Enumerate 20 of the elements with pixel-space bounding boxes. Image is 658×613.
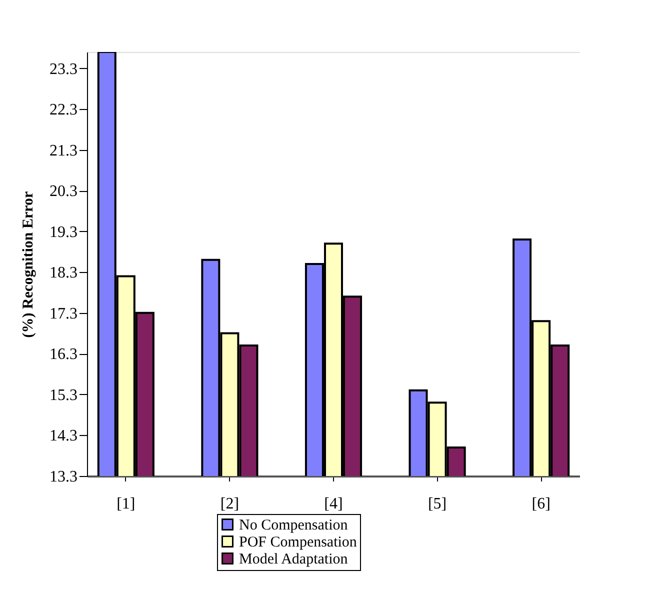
y-tick-label: 22.3 xyxy=(50,102,78,119)
y-tick-label: 20.3 xyxy=(50,183,78,200)
x-tick-label: [1] xyxy=(116,496,136,512)
legend-label: Model Adaptation xyxy=(239,552,348,568)
y-tick-label: 18.3 xyxy=(50,264,78,282)
legend-label: POF Compensation xyxy=(239,534,358,550)
x-tick-label: [2] xyxy=(220,496,240,512)
x-tick-label: [6] xyxy=(532,496,550,512)
y-tick-label: 13.3 xyxy=(50,468,78,486)
y-tick-label: 19.3 xyxy=(50,224,78,241)
legend-label: No Compensation xyxy=(239,518,348,534)
y-tick-label: 15.3 xyxy=(50,386,78,404)
y-axis-title: (%) Recognition Error xyxy=(20,190,36,338)
y-tick-label: 21.3 xyxy=(50,142,78,160)
x-tick-label: [4] xyxy=(324,496,343,512)
y-tick-label: 23.3 xyxy=(50,60,78,78)
y-tick-label: 14.3 xyxy=(50,428,78,445)
y-tick-label: 16.3 xyxy=(50,346,78,364)
x-tick-label: [5] xyxy=(428,496,447,512)
y-tick-label: 17.3 xyxy=(50,305,78,322)
